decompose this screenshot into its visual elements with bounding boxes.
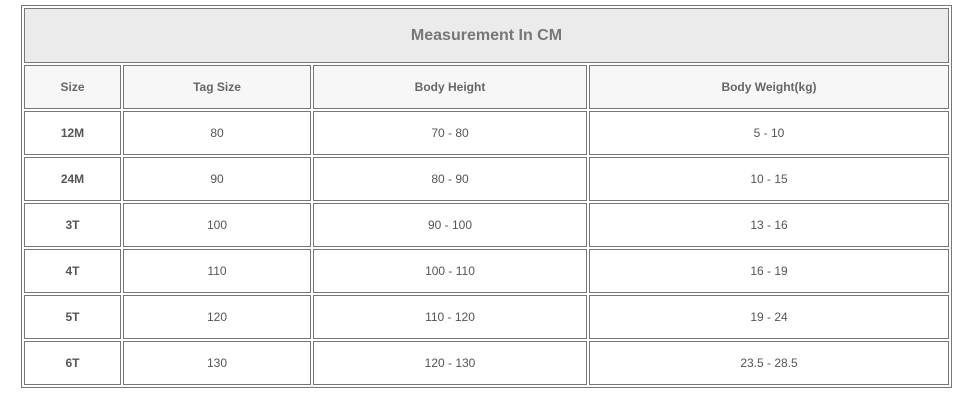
- cell-body-weight: 5 - 10: [589, 111, 949, 155]
- header-body-height: Body Height: [313, 65, 587, 109]
- cell-size: 24M: [24, 157, 121, 201]
- cell-body-height: 70 - 80: [313, 111, 587, 155]
- table-row: 12M 80 70 - 80 5 - 10: [24, 111, 949, 155]
- cell-tag-size: 100: [123, 203, 311, 247]
- cell-body-weight: 16 - 19: [589, 249, 949, 293]
- cell-body-height: 100 - 110: [313, 249, 587, 293]
- cell-body-height: 80 - 90: [313, 157, 587, 201]
- cell-body-height: 110 - 120: [313, 295, 587, 339]
- table-row: 5T 120 110 - 120 19 - 24: [24, 295, 949, 339]
- header-size: Size: [24, 65, 121, 109]
- table-row: 4T 110 100 - 110 16 - 19: [24, 249, 949, 293]
- cell-tag-size: 90: [123, 157, 311, 201]
- header-tag-size: Tag Size: [123, 65, 311, 109]
- cell-body-weight: 13 - 16: [589, 203, 949, 247]
- cell-body-weight: 10 - 15: [589, 157, 949, 201]
- cell-tag-size: 120: [123, 295, 311, 339]
- table-row: 24M 90 80 - 90 10 - 15: [24, 157, 949, 201]
- title-row: Measurement In CM: [24, 8, 949, 63]
- header-body-weight: Body Weight(kg): [589, 65, 949, 109]
- table-row: 6T 130 120 - 130 23.5 - 28.5: [24, 341, 949, 385]
- table-row: 3T 100 90 - 100 13 - 16: [24, 203, 949, 247]
- cell-body-weight: 23.5 - 28.5: [589, 341, 949, 385]
- cell-tag-size: 110: [123, 249, 311, 293]
- size-chart-table: Measurement In CM Size Tag Size Body Hei…: [21, 5, 952, 388]
- cell-body-height: 120 - 130: [313, 341, 587, 385]
- table-title: Measurement In CM: [24, 8, 949, 63]
- cell-body-height: 90 - 100: [313, 203, 587, 247]
- cell-size: 4T: [24, 249, 121, 293]
- cell-tag-size: 130: [123, 341, 311, 385]
- cell-size: 3T: [24, 203, 121, 247]
- cell-body-weight: 19 - 24: [589, 295, 949, 339]
- cell-size: 5T: [24, 295, 121, 339]
- header-row: Size Tag Size Body Height Body Weight(kg…: [24, 65, 949, 109]
- cell-size: 6T: [24, 341, 121, 385]
- cell-tag-size: 80: [123, 111, 311, 155]
- cell-size: 12M: [24, 111, 121, 155]
